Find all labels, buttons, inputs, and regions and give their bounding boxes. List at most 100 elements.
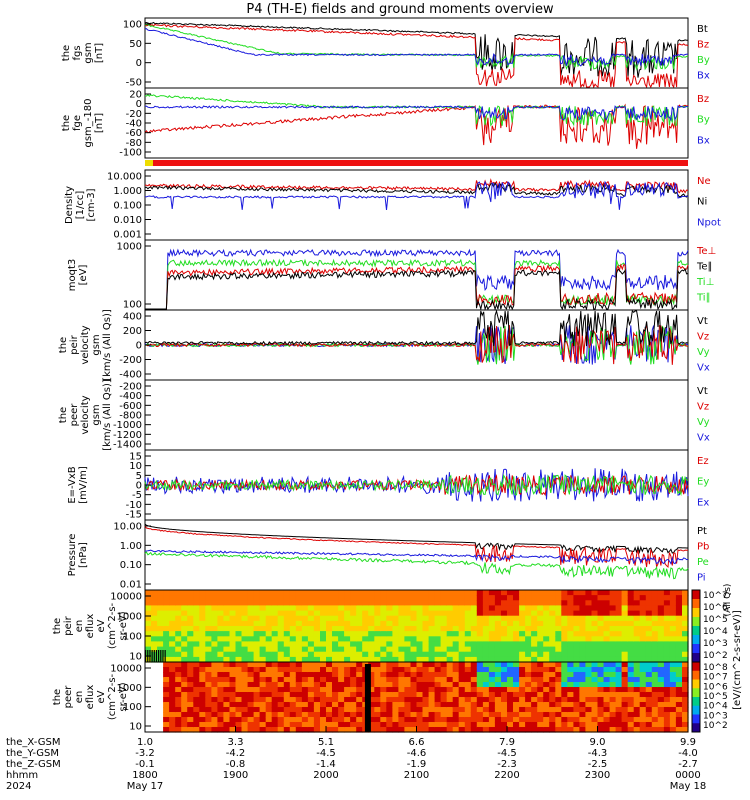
spectrogram-cell (591, 615, 599, 622)
spectrogram-cell (163, 620, 170, 627)
spectrogram-cell (543, 595, 550, 601)
spectrogram-cell (615, 707, 623, 713)
spectrogram-cell (253, 631, 261, 637)
spectrogram-cell (356, 605, 363, 612)
spectrogram-cell (488, 667, 496, 673)
spectrogram-cell (404, 667, 411, 673)
spectrogram-cell (301, 662, 309, 668)
spectrogram-cell (494, 727, 502, 733)
spectrogram-cell (356, 692, 363, 698)
spectrogram-cell (289, 600, 297, 606)
spectrogram-cell (386, 656, 393, 663)
spectrogram-cell (169, 712, 176, 718)
spectrogram-cell (356, 707, 363, 713)
spectrogram-cell (392, 712, 399, 718)
spectrogram-cell (639, 620, 647, 627)
spectrogram-cell (386, 595, 393, 601)
spectrogram-cell (235, 610, 243, 617)
spectrogram-cell (452, 636, 460, 642)
spectrogram-cell (181, 707, 188, 713)
spectrogram-cell (627, 656, 635, 663)
spectrogram-cell (501, 595, 508, 601)
spectrogram-cell (338, 610, 345, 617)
spectrogram-cell (573, 636, 580, 642)
spectrogram-cell (597, 590, 605, 596)
spectrogram-cell (332, 727, 339, 733)
spectrogram-cell (307, 667, 315, 673)
spectrogram-cell (235, 702, 243, 708)
spectrogram-cell (277, 667, 285, 673)
spectrogram-cell (603, 636, 611, 642)
spectrogram-cell (549, 641, 556, 648)
spectrogram-cell (301, 651, 309, 658)
spectrogram-cell (344, 646, 351, 653)
spectrogram-cell (289, 677, 297, 683)
spectrogram-cell (205, 682, 212, 688)
spectrogram-cell (295, 656, 303, 663)
spectrogram-cell (332, 722, 339, 728)
spectrogram-cell (627, 610, 635, 617)
spectrogram-cell (193, 692, 200, 698)
spectrogram-cell (476, 646, 484, 653)
spectrogram-cell (537, 692, 544, 698)
spectrogram-cell (253, 600, 261, 606)
spectrogram-cell (458, 636, 466, 642)
spectrogram-cell (169, 610, 176, 617)
spectrogram-cell (657, 595, 665, 601)
spectrogram-cell (675, 697, 683, 703)
spectrogram-cell (663, 707, 671, 713)
spectrogram-cell (235, 636, 243, 642)
spectrogram-cell (307, 600, 315, 606)
spectrogram-cell (675, 707, 683, 713)
spectrogram-cell (603, 605, 611, 612)
spectrogram-cell (398, 620, 405, 627)
mode-bar (145, 160, 688, 166)
spectrogram-cell (470, 662, 478, 668)
spectrogram-cell (633, 641, 641, 648)
spectrogram-cell (241, 615, 249, 622)
spectrogram-cell (669, 702, 677, 708)
spectrogram-cell (591, 656, 599, 663)
spectrogram-cell (326, 656, 333, 663)
spectrogram-cell (494, 646, 502, 653)
spectrogram-cell (181, 641, 188, 648)
spectrogram-cell (235, 697, 243, 703)
spectrogram-cell (326, 590, 333, 596)
spectrogram-cell (235, 641, 243, 648)
spectrogram-cell (651, 707, 659, 713)
spectrogram-cell (350, 605, 357, 612)
spectrogram-cell (169, 651, 176, 658)
spectrogram-cell (501, 605, 508, 612)
y-tick-label: -10 (126, 500, 142, 511)
spectrogram-cell (573, 682, 580, 688)
spectrogram-cell (682, 692, 689, 698)
spectrogram-cell (543, 636, 550, 642)
spectrogram-cell (374, 687, 381, 693)
spectrogram-cell (470, 717, 478, 723)
spectrogram-cell (675, 641, 683, 648)
legend-entry: Vy (697, 347, 710, 358)
spectrogram-cell (682, 667, 689, 673)
spectrogram-cell (229, 727, 237, 733)
spectrogram-cell (507, 615, 514, 622)
colorbar: 10^710^610^510^410^310^2 (691, 589, 728, 663)
spectrogram-cell (663, 595, 671, 601)
spectrogram-cell (187, 631, 194, 637)
spectrogram-cell (682, 590, 689, 596)
spectrogram-cell (362, 656, 369, 663)
spectrogram-cell (157, 646, 164, 653)
spectrogram-cell (175, 712, 182, 718)
spectrogram-cell (271, 672, 279, 678)
spectrogram-cell (277, 631, 285, 637)
spectrogram-cell (223, 727, 230, 733)
spectrogram-cell (163, 662, 170, 668)
spectrogram-cell (682, 595, 689, 601)
spectrogram-cell (398, 677, 405, 683)
series-By (144, 93, 689, 127)
spectrogram-cell (669, 590, 677, 596)
spectrogram-cell (169, 707, 176, 713)
spectrogram-cell (627, 692, 635, 698)
spectrogram-cell (410, 600, 418, 606)
spectrogram-cell (211, 651, 218, 658)
